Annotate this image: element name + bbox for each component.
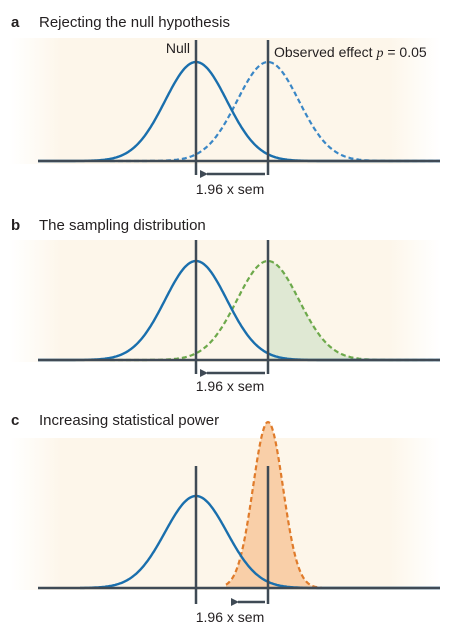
panel-b-background bbox=[10, 240, 440, 362]
panel-b-letter: b bbox=[11, 217, 20, 234]
panel-c-background bbox=[10, 438, 440, 590]
increased-power-shaded-area bbox=[226, 422, 322, 588]
panel-a-title: Rejecting the null hypothesis bbox=[39, 14, 230, 31]
panel-c-title: Increasing statistical power bbox=[39, 412, 219, 429]
panel-c: c Increasing statistical power 1.96 x se… bbox=[10, 412, 440, 625]
observed-effect-label: Observed effect p = 0.05 bbox=[274, 44, 427, 61]
sampling-distribution-shaded-area bbox=[268, 261, 440, 360]
panel-b-title: The sampling distribution bbox=[39, 217, 206, 234]
sem-arrow-label: 1.96 x sem bbox=[196, 181, 264, 197]
panel-a: a Rejecting the null hypothesis Null Obs… bbox=[10, 14, 440, 197]
narrow-sampling-distribution-curve bbox=[225, 420, 322, 589]
sem-arrow-label: 1.96 x sem bbox=[196, 609, 264, 625]
null-label: Null bbox=[166, 40, 190, 56]
panel-b: b The sampling distribution 1.96 x sem bbox=[10, 217, 440, 394]
sem-arrow-label: 1.96 x sem bbox=[196, 378, 264, 394]
panel-a-letter: a bbox=[11, 14, 20, 31]
panel-c-letter: c bbox=[11, 412, 19, 429]
panel-a-background bbox=[10, 38, 440, 164]
